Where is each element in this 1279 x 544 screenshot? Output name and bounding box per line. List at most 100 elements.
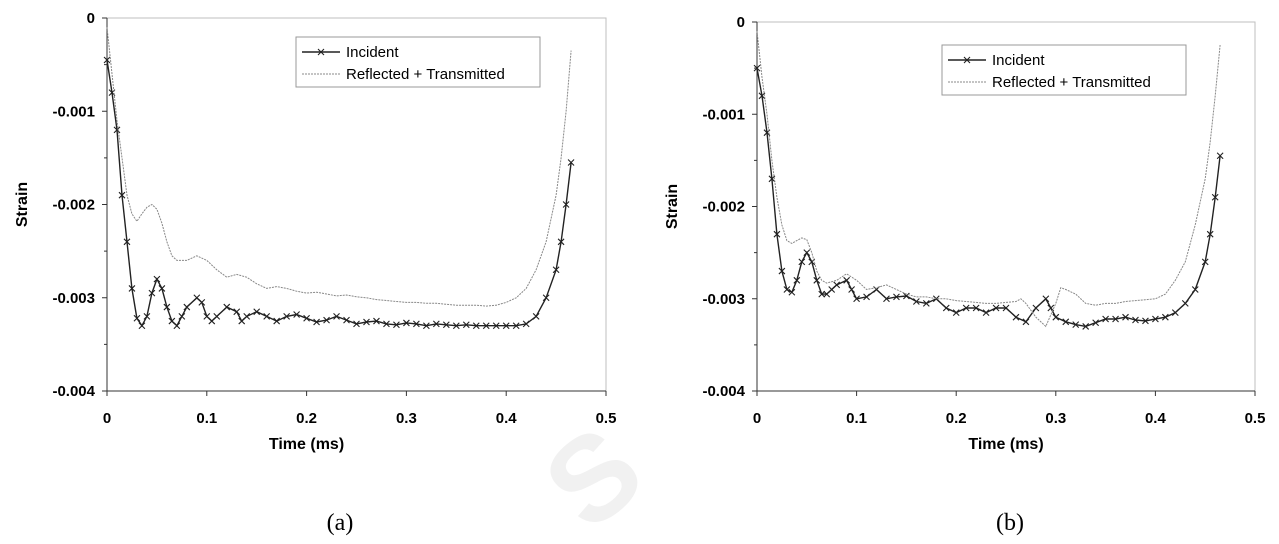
- data-point: [542, 294, 550, 302]
- data-point: [833, 281, 841, 289]
- y-tick-label: -0.001: [702, 106, 745, 123]
- panel-label: (a): [327, 510, 354, 536]
- series-reflected-transmitted: [106, 27, 572, 307]
- data-point: [1002, 304, 1010, 312]
- x-tick-label: 0: [753, 410, 761, 427]
- data-point: [778, 267, 786, 275]
- data-point: [153, 275, 161, 283]
- series-line: [756, 67, 1221, 328]
- data-point: [982, 309, 990, 316]
- data-point: [1102, 315, 1109, 323]
- legend-marker: [963, 56, 971, 64]
- x-tick-label: 0.2: [296, 410, 317, 427]
- data-point: [1072, 321, 1080, 328]
- data-point: [1082, 323, 1090, 330]
- data-point: [512, 322, 520, 330]
- data-point: [333, 313, 340, 320]
- x-tick-label: 0.5: [1245, 410, 1266, 427]
- data-point: [138, 322, 146, 330]
- y-tick-label: -0.003: [702, 291, 745, 308]
- data-point: [273, 317, 281, 325]
- y-tick-label: -0.003: [52, 290, 95, 307]
- data-point: [992, 304, 1000, 312]
- data-point: [183, 303, 191, 311]
- x-tick-label: 0.2: [946, 410, 967, 427]
- x-tick-label: 0.1: [846, 410, 867, 427]
- data-point: [403, 319, 410, 327]
- data-point: [1171, 309, 1179, 316]
- data-point: [1181, 299, 1189, 307]
- series-incident: [753, 64, 1224, 330]
- data-point: [123, 238, 131, 246]
- series-line: [756, 31, 1221, 328]
- data-point: [363, 318, 370, 326]
- data-point: [818, 290, 826, 298]
- x-tick-label: 0.5: [596, 410, 617, 427]
- data-point: [768, 175, 776, 183]
- series-line: [106, 27, 572, 307]
- data-point: [233, 308, 241, 316]
- data-point: [293, 311, 301, 318]
- y-tick-label: -0.002: [52, 197, 95, 214]
- data-point: [143, 313, 151, 320]
- data-point: [393, 321, 400, 329]
- data-point: [263, 313, 271, 320]
- data-point: [303, 314, 310, 322]
- y-axis-title: Strain: [14, 182, 31, 227]
- data-point: [567, 159, 575, 166]
- data-point: [1032, 304, 1040, 312]
- legend: Incident Reflected + Transmitted: [941, 44, 1187, 96]
- data-point: [482, 322, 490, 330]
- data-point: [148, 289, 156, 297]
- data-point: [1161, 313, 1169, 321]
- data-point: [952, 309, 960, 316]
- data-point: [1042, 295, 1050, 303]
- data-point: [158, 285, 166, 292]
- data-point: [1152, 315, 1159, 323]
- data-point: [1022, 318, 1030, 326]
- data-point: [557, 238, 565, 246]
- x-tick-label: 0: [103, 410, 111, 427]
- data-point: [1132, 316, 1139, 324]
- data-point: [522, 320, 530, 328]
- data-point: [1112, 315, 1119, 323]
- data-point: [163, 303, 171, 311]
- data-point: [848, 286, 856, 293]
- data-point: [562, 201, 570, 208]
- data-point: [1012, 313, 1020, 321]
- x-tick-label: 0.3: [1045, 410, 1066, 427]
- watermark: S: [520, 401, 667, 544]
- data-point: [853, 295, 860, 303]
- data-point: [903, 292, 910, 300]
- legend-label: Incident: [992, 52, 1045, 69]
- data-point: [758, 92, 766, 100]
- data-point: [942, 304, 950, 312]
- chart-panel-b: 0 -0.001 -0.002 -0.003 -0.004 0 0.1 0.2 0.3 0.4 0.…: [664, 14, 1265, 536]
- legend-box: [941, 44, 1187, 96]
- data-point: [1122, 313, 1129, 321]
- data-point: [412, 320, 420, 328]
- data-point: [1191, 286, 1199, 293]
- legend-label: Reflected + Transmitted: [992, 74, 1151, 91]
- data-point: [472, 322, 480, 330]
- data-point: [1092, 319, 1100, 327]
- data-point: [253, 308, 261, 316]
- data-point: [323, 316, 330, 324]
- chart-panel-a: 0 -0.001 -0.002 -0.003 -0.004 0 0.1 0.2 0.3 0.4 0.…: [14, 10, 616, 536]
- data-point: [442, 321, 450, 329]
- x-axis-title: Time (ms): [968, 436, 1043, 453]
- data-point: [843, 276, 851, 284]
- data-point: [793, 276, 801, 284]
- legend: Incident Reflected + Transmitted: [295, 36, 541, 88]
- y-tick-label: 0: [87, 10, 95, 27]
- data-point: [118, 191, 126, 199]
- data-point: [198, 299, 206, 306]
- data-point: [922, 299, 930, 307]
- data-point: [223, 303, 231, 311]
- data-point: [313, 318, 320, 326]
- panel-label: (b): [996, 510, 1024, 536]
- series-incident: [103, 56, 575, 330]
- x-tick-label: 0.3: [396, 410, 417, 427]
- series-reflected-transmitted: [756, 31, 1221, 328]
- data-point: [773, 230, 781, 238]
